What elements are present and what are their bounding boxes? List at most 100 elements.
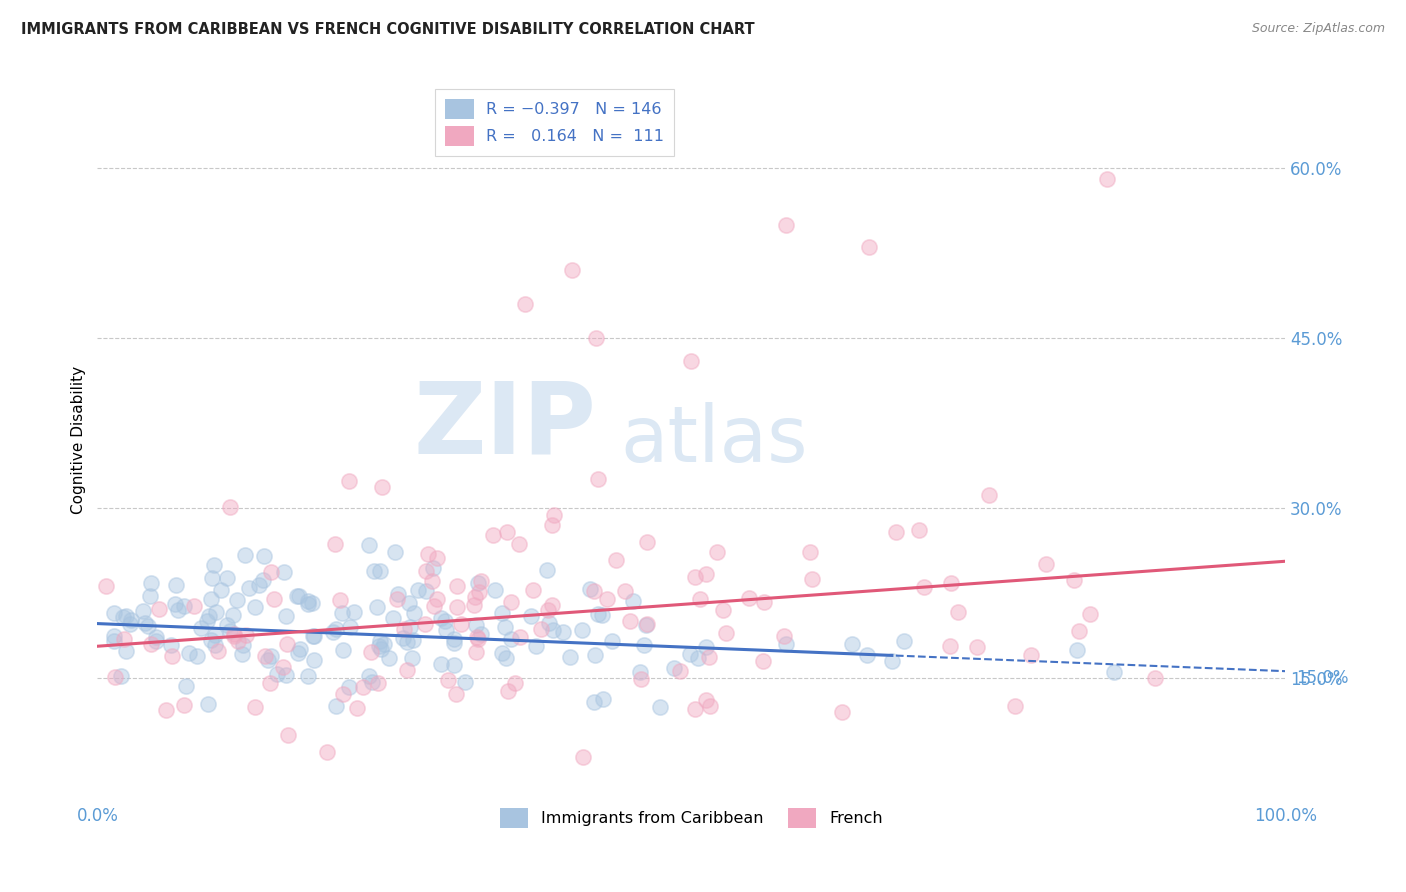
Point xyxy=(277,728,299,742)
Point xyxy=(302,652,325,666)
Point xyxy=(160,648,183,663)
Point xyxy=(114,632,136,646)
Point xyxy=(360,645,382,659)
Point xyxy=(174,679,197,693)
Point xyxy=(754,595,776,609)
Point xyxy=(198,609,221,624)
Point xyxy=(370,480,392,494)
Point xyxy=(470,574,492,589)
Point xyxy=(186,649,208,664)
Point xyxy=(939,639,962,653)
Point xyxy=(145,630,167,644)
Point xyxy=(586,472,609,486)
Point xyxy=(496,525,519,540)
Point xyxy=(939,576,962,591)
Point xyxy=(583,584,606,599)
Point xyxy=(370,565,392,579)
Point xyxy=(253,648,276,663)
Point xyxy=(619,614,641,628)
Point xyxy=(509,630,531,644)
Point xyxy=(247,577,270,591)
Point xyxy=(605,553,627,567)
Point xyxy=(423,599,446,613)
Point xyxy=(139,636,162,650)
Point xyxy=(636,617,658,632)
Point xyxy=(775,637,797,651)
Point xyxy=(592,692,614,706)
Point xyxy=(337,474,360,488)
Point xyxy=(401,650,423,665)
Point xyxy=(110,669,132,683)
Point xyxy=(1104,665,1126,680)
Point xyxy=(297,597,319,611)
Point xyxy=(134,616,156,631)
Point xyxy=(541,599,564,613)
Point xyxy=(202,558,225,572)
Point xyxy=(686,651,709,665)
Point xyxy=(173,599,195,614)
Point xyxy=(160,638,183,652)
Point xyxy=(360,674,382,689)
Point xyxy=(586,607,609,621)
Point xyxy=(1143,671,1166,685)
Point xyxy=(183,599,205,614)
Point xyxy=(1004,699,1026,714)
Point xyxy=(912,581,935,595)
Point xyxy=(271,659,294,673)
Point xyxy=(179,646,201,660)
Point xyxy=(420,574,443,588)
Point xyxy=(884,524,907,539)
Point xyxy=(399,620,422,634)
Point xyxy=(628,665,651,680)
Point xyxy=(402,633,425,648)
Point xyxy=(406,582,429,597)
Point xyxy=(979,488,1001,502)
Point xyxy=(384,545,406,559)
Point xyxy=(699,699,721,714)
Point xyxy=(226,592,249,607)
Text: 15.0%: 15.0% xyxy=(1296,669,1348,687)
Point xyxy=(1066,643,1088,657)
Point xyxy=(103,606,125,620)
Point xyxy=(139,589,162,603)
Point xyxy=(259,676,281,690)
Point xyxy=(195,615,218,629)
Point xyxy=(266,667,288,681)
Point xyxy=(716,625,738,640)
Point xyxy=(446,599,468,614)
Point xyxy=(893,634,915,648)
Point xyxy=(966,640,988,654)
Point xyxy=(481,527,503,541)
Point xyxy=(238,582,260,596)
Point xyxy=(273,565,295,579)
Point xyxy=(436,673,458,687)
Point xyxy=(235,628,257,642)
Point xyxy=(446,687,468,701)
Point xyxy=(228,634,250,648)
Point xyxy=(430,611,453,625)
Point xyxy=(368,634,391,648)
Point xyxy=(522,582,544,597)
Point xyxy=(301,596,323,610)
Point xyxy=(165,577,187,591)
Point xyxy=(443,657,465,672)
Point xyxy=(467,632,489,646)
Point xyxy=(1063,573,1085,587)
Point xyxy=(491,646,513,660)
Point xyxy=(368,639,391,653)
Point xyxy=(136,619,159,633)
Point xyxy=(197,697,219,711)
Point xyxy=(831,705,853,719)
Point xyxy=(222,607,245,622)
Point xyxy=(155,703,177,717)
Point xyxy=(596,591,619,606)
Legend: Immigrants from Caribbean, French: Immigrants from Caribbean, French xyxy=(494,801,889,835)
Point xyxy=(613,583,636,598)
Point xyxy=(416,547,439,561)
Point xyxy=(366,600,388,615)
Point xyxy=(946,605,969,619)
Point xyxy=(583,648,606,663)
Text: atlas: atlas xyxy=(620,402,807,478)
Point xyxy=(200,591,222,606)
Point xyxy=(145,633,167,648)
